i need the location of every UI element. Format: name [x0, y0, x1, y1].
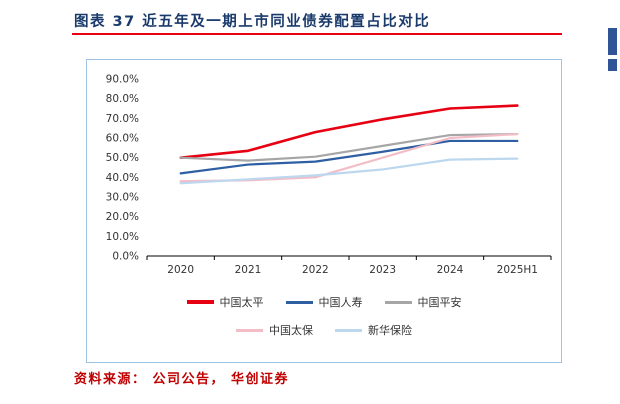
- x-axis-tick-label: 2025H1: [497, 264, 538, 276]
- legend-line-marker: [335, 328, 362, 332]
- legend-item: 中国人寿: [285, 294, 363, 310]
- legend-label: 新华保险: [368, 324, 412, 337]
- legend-item: 中国太保: [236, 322, 313, 338]
- series-line: [179, 104, 519, 159]
- x-axis-tick-label: 2021: [235, 264, 262, 276]
- y-axis-tick-label: 70.0%: [106, 113, 139, 125]
- legend-label: 中国太保: [269, 324, 313, 337]
- series-line: [179, 132, 519, 162]
- title-underline: [72, 33, 562, 35]
- y-axis-tick-label: 0.0%: [112, 251, 139, 263]
- legend-line-marker: [186, 300, 214, 304]
- legend-label: 中国太平: [219, 296, 264, 309]
- series-line: [179, 139, 519, 175]
- figure-title: 图表 37 近五年及一期上市同业债券配置占比对比: [74, 14, 431, 30]
- page-edge-bar: [608, 28, 617, 55]
- legend-row: 中国太平 中国人寿 中国平安: [186, 294, 462, 310]
- x-axis-tick-label: 2020: [167, 264, 194, 276]
- page-edge-bar: [608, 59, 617, 71]
- y-axis-tick-label: 30.0%: [106, 192, 139, 204]
- legend-item: 中国平安: [384, 294, 462, 310]
- legend-line-marker: [236, 328, 263, 332]
- x-axis-tick-label: 2022: [302, 264, 329, 276]
- legend-label: 中国人寿: [318, 296, 363, 309]
- legend-item: 新华保险: [335, 322, 412, 338]
- legend-label: 中国平安: [417, 296, 462, 309]
- y-axis-tick-label: 80.0%: [106, 93, 139, 105]
- chart-figure: 0.0% 10.0% 20.0% 30.0% 40.0% 50.0% 60.0% 70.0% 8…: [86, 59, 562, 363]
- legend-line-marker: [285, 300, 313, 304]
- x-axis-tick-label: 2024: [437, 264, 464, 276]
- source-note: 资料来源： 公司公告， 华创证券: [74, 372, 290, 387]
- x-axis-tick-label: 2023: [369, 264, 396, 276]
- y-axis-tick-label: 50.0%: [106, 152, 139, 164]
- chart-legend: 中国太平 中国人寿 中国平安中国太保 新华保险: [87, 294, 561, 338]
- y-axis-tick-label: 10.0%: [106, 231, 139, 243]
- legend-row: 中国太保 新华保险: [236, 322, 412, 338]
- legend-line-marker: [384, 300, 412, 304]
- y-axis-tick-label: 40.0%: [106, 172, 139, 184]
- y-axis-tick-label: 60.0%: [106, 133, 139, 145]
- y-axis-tick-label: 20.0%: [106, 211, 139, 223]
- line-chart-canvas: 0.0% 10.0% 20.0% 30.0% 40.0% 50.0% 60.0% 70.0% 8…: [106, 74, 552, 276]
- series-line: [179, 157, 519, 185]
- legend-item: 中国太平: [186, 294, 264, 310]
- y-axis-tick-label: 90.0%: [106, 74, 139, 86]
